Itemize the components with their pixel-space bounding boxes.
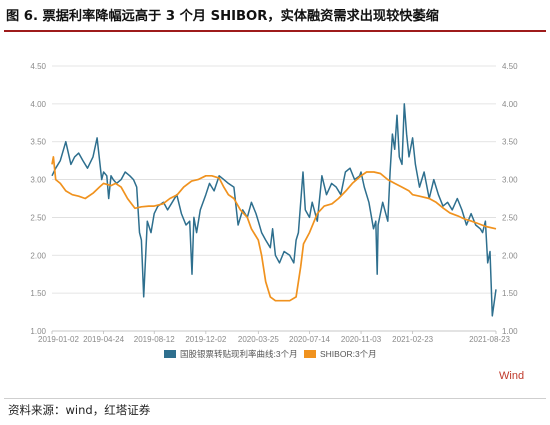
y-tick-label-right: 1.50	[502, 289, 518, 298]
y-tick-label-left: 1.00	[30, 327, 46, 336]
plot-series	[51, 103, 497, 317]
x-tick-label: 2020-03-25	[238, 335, 279, 344]
legend-label: 国股银票转贴现利率曲线:3个月	[180, 349, 298, 359]
series-line-shibor	[51, 156, 497, 302]
x-axis: 2019-01-02 2019-04-24 2019-08-12 2019-12-02…	[38, 330, 511, 344]
y-tick-label-right: 3.50	[502, 138, 518, 147]
x-tick-label: 2019-04-24	[83, 335, 124, 344]
source-note: 资料来源：wind，红塔证券	[8, 403, 151, 417]
y-tick-label-right: 2.00	[502, 251, 518, 260]
y-tick-label-left: 4.00	[30, 100, 46, 109]
x-tick-label: 2020-07-14	[289, 335, 330, 344]
figure-title: 图 6. 票据利率降幅远高于 3 个月 SHIBOR，实体融资需求出现较快萎缩	[6, 9, 439, 24]
y-tick-label-left: 3.50	[30, 138, 46, 147]
y-axis-left: 1.00 1.50 2.00 2.50 3.00 3.50 4.00 4.50	[30, 62, 46, 336]
x-tick-label: 2020-11-03	[341, 335, 382, 344]
legend: 国股银票转贴现利率曲线:3个月 SHIBOR:3个月	[164, 349, 377, 359]
x-tick-label: 2021-08-23	[469, 335, 510, 344]
y-tick-label-right: 4.00	[502, 100, 518, 109]
wind-watermark: Wind	[499, 370, 524, 382]
x-tick-label: 2019-08-12	[134, 335, 175, 344]
y-tick-label-left: 2.50	[30, 213, 46, 222]
y-axis-right: 1.00 1.50 2.00 2.50 3.00 3.50 4.00 4.50	[502, 62, 518, 336]
y-tick-label-left: 2.00	[30, 251, 46, 260]
legend-swatch	[304, 350, 316, 358]
line-chart: 1.00 1.50 2.00 2.50 3.00 3.50 4.00 4.50 1.00 1.5…	[30, 62, 524, 382]
x-tick-label: 2019-01-02	[38, 335, 79, 344]
gridlines	[52, 65, 496, 332]
y-tick-label-right: 2.50	[502, 213, 518, 222]
y-tick-label-left: 3.00	[30, 176, 46, 185]
y-tick-label-right: 1.00	[502, 327, 518, 336]
x-tick-label: 2021-02-23	[392, 335, 433, 344]
y-tick-label-left: 4.50	[30, 62, 46, 71]
x-tick-label: 2019-12-02	[185, 335, 226, 344]
series-line-bill-rate	[51, 103, 497, 317]
chart-frame: 1.00 1.50 2.00 2.50 3.00 3.50 4.00 4.50 1.00 1.5…	[4, 34, 546, 399]
title-rule	[4, 30, 546, 32]
y-tick-label-left: 1.50	[30, 289, 46, 298]
y-tick-label-right: 3.00	[502, 176, 518, 185]
legend-swatch	[164, 350, 176, 358]
legend-label: SHIBOR:3个月	[320, 349, 377, 359]
y-tick-label-right: 4.50	[502, 62, 518, 71]
